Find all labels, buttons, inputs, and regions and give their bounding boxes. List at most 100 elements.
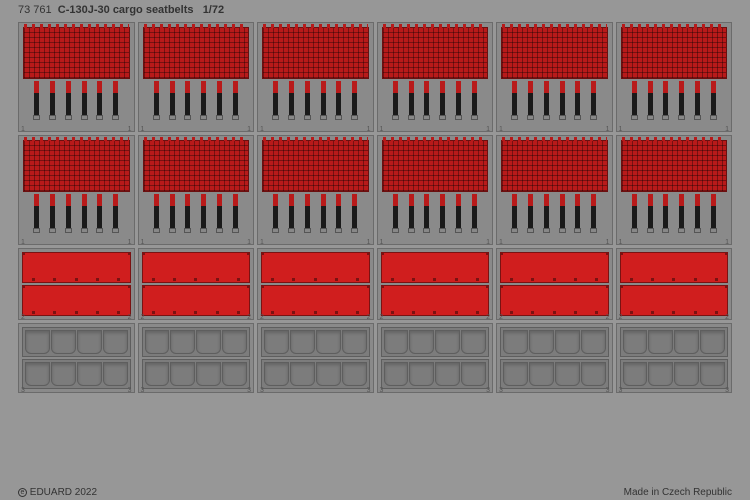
cell-label: 1	[619, 126, 623, 133]
strap	[201, 81, 206, 123]
strap	[711, 194, 716, 236]
cushion-segment	[170, 362, 195, 386]
strap	[679, 194, 684, 236]
strap	[305, 194, 310, 236]
strap	[575, 81, 580, 123]
cushion	[500, 359, 609, 389]
strap	[409, 194, 414, 236]
cell-label: 1	[247, 239, 251, 246]
strap	[409, 81, 414, 123]
cushion-segment	[623, 330, 648, 354]
strap-row	[23, 79, 130, 129]
strap	[170, 81, 175, 123]
cushion-segment	[555, 330, 580, 354]
strap	[528, 194, 533, 236]
strap	[201, 194, 206, 236]
strap	[632, 81, 637, 123]
strap	[648, 194, 653, 236]
strap	[321, 81, 326, 123]
strap	[424, 194, 429, 236]
cushion	[620, 327, 729, 357]
strap	[456, 81, 461, 123]
cushion-cell: 33	[496, 323, 613, 393]
cushion-stack	[22, 327, 131, 389]
cell-label: 2	[486, 314, 490, 321]
red-panel	[500, 285, 609, 316]
cell-label: 1	[380, 126, 384, 133]
red-panel	[142, 252, 251, 283]
mesh-cell: 11	[377, 22, 494, 132]
mesh-net	[621, 27, 728, 79]
cell-label: 1	[606, 239, 610, 246]
strap	[321, 194, 326, 236]
mesh-net	[262, 27, 369, 79]
header: 73 761 C-130J-30 cargo seatbelts 1/72	[18, 4, 224, 16]
red-panel	[22, 285, 131, 316]
cell-label: 1	[260, 239, 264, 246]
panel-stack	[261, 252, 370, 316]
cushion-segment	[648, 330, 673, 354]
cell-label: 1	[128, 126, 132, 133]
cushion-segment	[648, 362, 673, 386]
strap	[66, 81, 71, 123]
cushion-segment	[77, 330, 102, 354]
strap	[113, 81, 118, 123]
strap	[336, 194, 341, 236]
strap	[50, 81, 55, 123]
cushion-segment	[77, 362, 102, 386]
strap	[97, 194, 102, 236]
strap	[289, 81, 294, 123]
mesh-net	[501, 140, 608, 192]
cell-label: 2	[380, 314, 384, 321]
cushion-segment	[290, 362, 315, 386]
cell-label: 3	[499, 387, 503, 394]
red-panel	[620, 252, 729, 283]
cell-label: 3	[260, 387, 264, 394]
strap	[82, 81, 87, 123]
strap	[393, 194, 398, 236]
cushion-segment	[461, 330, 486, 354]
cushion-segment	[25, 362, 50, 386]
strap	[273, 81, 278, 123]
cell-label: 1	[21, 239, 25, 246]
cell-label: 1	[499, 126, 503, 133]
cushion-cell: 33	[257, 323, 374, 393]
cushion-segment	[529, 330, 554, 354]
cushion-segment	[264, 330, 289, 354]
cell-label: 1	[380, 239, 384, 246]
strap	[560, 81, 565, 123]
cushion-segment	[674, 362, 699, 386]
cushion	[500, 327, 609, 357]
mesh-cell: 11	[138, 22, 255, 132]
mesh-cell: 11	[496, 22, 613, 132]
cushion-segment	[316, 330, 341, 354]
mesh-cell: 11	[616, 22, 733, 132]
strap-row	[262, 79, 369, 129]
cushion-segment	[222, 362, 247, 386]
cushion-cell: 33	[616, 323, 733, 393]
cushion-segment	[103, 330, 128, 354]
strap-row	[382, 79, 489, 129]
panel-cell: 22	[616, 248, 733, 320]
cell-label: 1	[725, 239, 729, 246]
cell-label: 3	[128, 387, 132, 394]
cushion	[381, 359, 490, 389]
cushion-segment	[435, 362, 460, 386]
panel-cell: 22	[377, 248, 494, 320]
cushion-segment	[25, 330, 50, 354]
cell-label: 2	[21, 314, 25, 321]
mesh-cell: 11	[257, 135, 374, 245]
strap	[185, 194, 190, 236]
cell-label: 1	[619, 239, 623, 246]
strap	[711, 81, 716, 123]
cushion-segment	[145, 330, 170, 354]
mesh-net	[143, 27, 250, 79]
parts-grid: 1111111111111111111111112222222222223333…	[18, 22, 732, 393]
cushion	[22, 327, 131, 357]
cell-label: 1	[725, 126, 729, 133]
strap	[273, 194, 278, 236]
cell-label: 2	[260, 314, 264, 321]
mesh-cell: 11	[496, 135, 613, 245]
panel-stack	[22, 252, 131, 316]
strap	[695, 194, 700, 236]
